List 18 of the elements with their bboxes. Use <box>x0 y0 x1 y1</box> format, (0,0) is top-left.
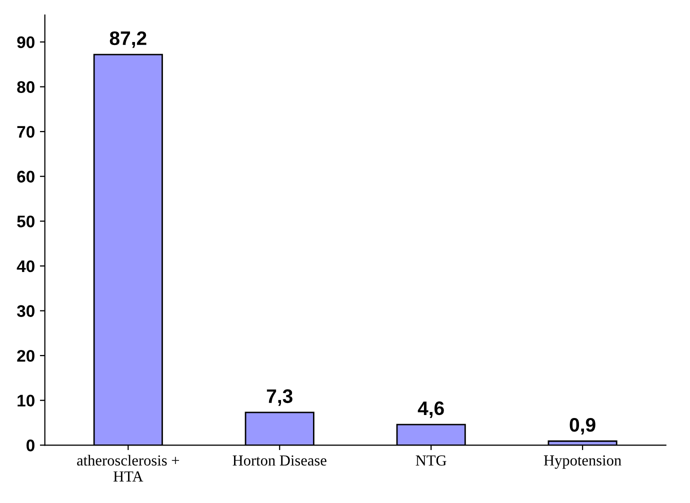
x-tick-label: atherosclerosis + HTA <box>77 454 180 482</box>
y-tick-label: 20 <box>17 350 34 362</box>
data-label: 87,2 <box>110 31 146 48</box>
y-tick-label: 50 <box>17 216 34 228</box>
y-tick-label: 10 <box>18 394 34 407</box>
data-label: 4,6 <box>418 401 444 418</box>
x-tick-label: Hypotension <box>544 455 622 469</box>
x-tick-label: Horton Disease <box>232 455 326 466</box>
x-tick-label: NTG <box>416 455 446 466</box>
data-label: 7,3 <box>266 389 292 406</box>
y-tick-label: 0 <box>26 440 34 452</box>
y-tick-label: 30 <box>16 305 34 317</box>
data-label: 0,9 <box>570 418 596 435</box>
y-tick-label: 70 <box>17 126 34 138</box>
y-tick-label: 40 <box>16 260 34 272</box>
y-tick-label: 90 <box>17 36 34 48</box>
y-tick-label: 80 <box>17 81 34 93</box>
y-tick-label: 60 <box>17 170 34 183</box>
